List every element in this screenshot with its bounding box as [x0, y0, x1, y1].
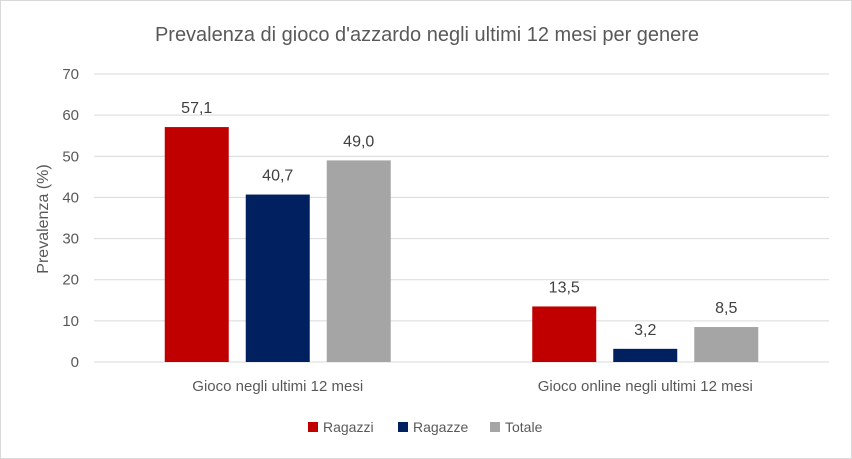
legend-label: Ragazze	[413, 419, 468, 435]
y-axis-label: Prevalenza (%)	[35, 164, 52, 273]
bars	[164, 127, 759, 363]
legend-swatch	[308, 422, 318, 432]
bar-ragazzi	[532, 306, 597, 362]
legend-item-ragazzi: Ragazzi	[308, 419, 374, 435]
legend-label: Ragazzi	[323, 419, 374, 435]
legend: Ragazzi Ragazze Totale	[308, 419, 543, 435]
category-label: Gioco negli ultimi 12 mesi	[192, 378, 363, 395]
legend-item-totale: Totale	[490, 419, 543, 435]
category-label: Gioco online negli ultimi 12 mesi	[538, 378, 753, 395]
bar-ragazzi	[164, 127, 229, 363]
y-tick-label: 10	[62, 313, 79, 330]
y-tick-label: 60	[62, 107, 79, 124]
legend-swatch	[490, 422, 500, 432]
bar-ragazze	[613, 348, 678, 362]
bar-totale	[694, 327, 759, 362]
legend-label: Totale	[505, 419, 543, 435]
bar-totale	[326, 160, 391, 362]
chart-title: Prevalenza di gioco d'azzardo negli ulti…	[155, 24, 699, 46]
y-tick-label: 40	[62, 189, 79, 206]
data-label: 3,2	[634, 322, 656, 339]
y-tick-label: 20	[62, 272, 79, 289]
bar-ragazze	[245, 194, 310, 362]
data-label: 57,1	[181, 100, 212, 117]
y-axis-ticks: 0 10 20 30 40 50 60 70	[62, 66, 79, 371]
data-label: 13,5	[549, 279, 580, 296]
y-tick-label: 50	[62, 148, 79, 165]
y-tick-label: 70	[62, 66, 79, 83]
legend-item-ragazze: Ragazze	[398, 419, 468, 435]
data-labels: 57,1 40,7 49,0 13,5 3,2 8,5	[181, 100, 737, 339]
data-label: 49,0	[343, 133, 374, 150]
y-tick-label: 0	[71, 354, 79, 371]
data-label: 8,5	[715, 300, 737, 317]
data-label: 40,7	[262, 168, 293, 185]
y-tick-label: 30	[62, 231, 79, 248]
category-labels: Gioco negli ultimi 12 mesi Gioco online n…	[192, 378, 753, 395]
legend-swatch	[398, 422, 408, 432]
